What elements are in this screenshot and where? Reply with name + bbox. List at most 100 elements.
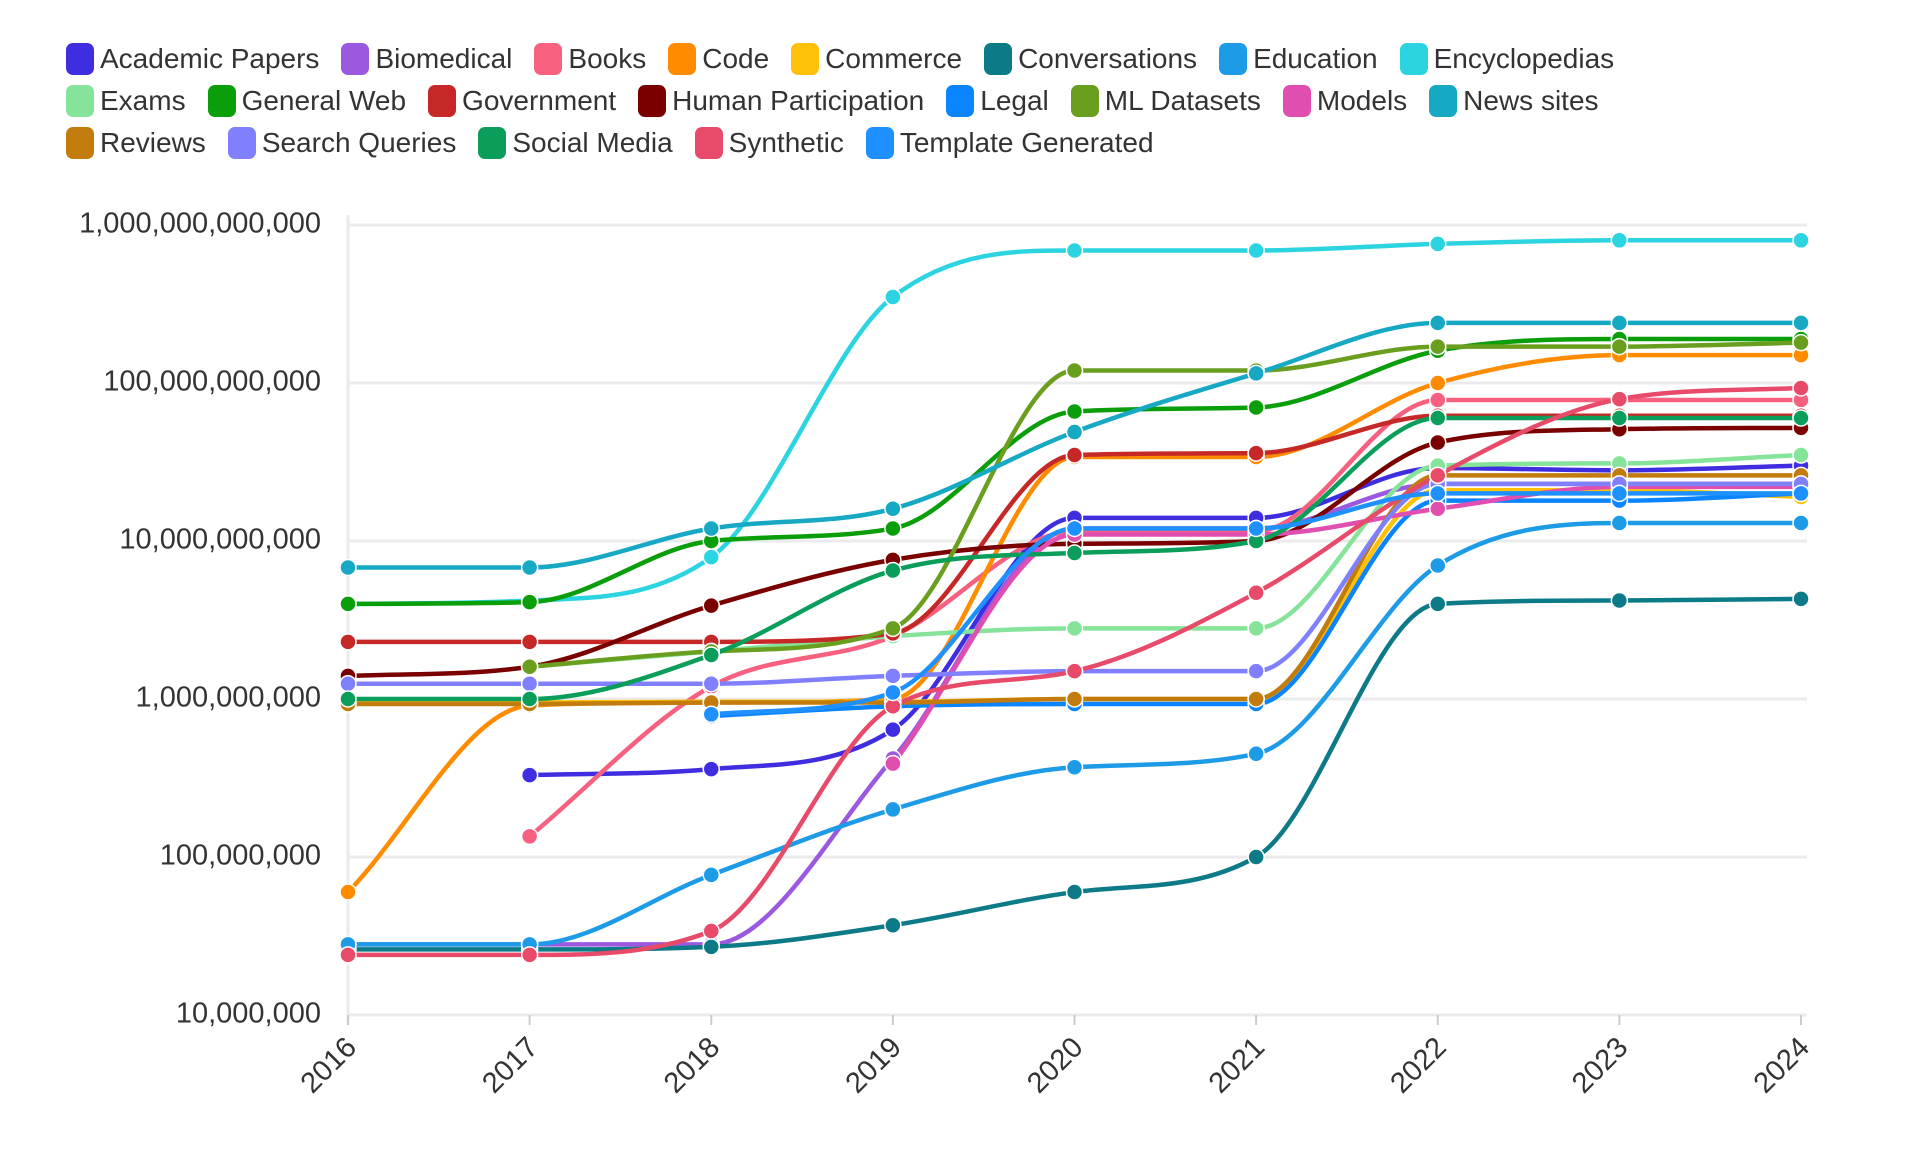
legend-item[interactable]: Synthetic — [694, 127, 844, 159]
data-point — [702, 705, 720, 724]
legend-item[interactable]: Search Queries — [227, 127, 456, 159]
data-point — [1065, 690, 1084, 708]
data-point — [339, 946, 357, 964]
legend-swatch — [66, 43, 94, 75]
legend-swatch — [791, 43, 820, 75]
data-point — [884, 800, 902, 819]
data-point — [1610, 591, 1629, 610]
legend-swatch — [66, 127, 94, 159]
legend-label: ML Datasets — [1104, 85, 1261, 116]
legend-item[interactable]: Social Media — [478, 127, 673, 159]
legend-swatch — [428, 85, 457, 117]
legend-item[interactable]: Models — [1282, 85, 1408, 117]
data-point — [1429, 374, 1447, 392]
data-point — [884, 619, 902, 638]
legend-swatch — [341, 43, 370, 75]
legend-label: Government — [462, 85, 617, 116]
legend-label: Exams — [100, 85, 186, 116]
data-point — [339, 690, 357, 708]
data-point — [884, 720, 902, 739]
legend-label: Reviews — [100, 127, 206, 158]
legend-item[interactable]: Code — [668, 43, 769, 75]
legend-label: Models — [1316, 85, 1408, 116]
data-point — [1065, 423, 1084, 441]
data-point — [884, 683, 902, 702]
data-point — [1792, 314, 1810, 332]
data-point — [520, 633, 539, 651]
legend-label: Code — [702, 43, 770, 74]
plot-area — [339, 231, 1810, 964]
data-point — [1610, 390, 1629, 408]
legend-swatch — [1429, 85, 1458, 117]
legend-item[interactable]: Biomedical — [341, 43, 512, 75]
data-point — [1429, 337, 1447, 356]
data-point — [1429, 314, 1447, 332]
legend-label: Synthetic — [728, 127, 844, 158]
data-point — [1429, 499, 1447, 518]
data-point — [702, 674, 720, 693]
legend-item[interactable]: Reviews — [66, 127, 206, 159]
series-line — [891, 484, 1801, 766]
legend-swatch — [207, 85, 236, 117]
legend-item[interactable]: Government — [428, 85, 616, 117]
data-point — [884, 499, 902, 518]
series-line — [348, 520, 1801, 947]
data-point — [1065, 402, 1084, 421]
data-point — [702, 596, 720, 615]
data-point — [1610, 484, 1629, 503]
data-point — [1065, 758, 1084, 776]
data-point — [1429, 235, 1447, 253]
data-point — [1429, 556, 1447, 575]
legend-item[interactable]: Education — [1219, 43, 1378, 75]
x-tick-label: 2016 — [295, 1031, 363, 1099]
data-point — [339, 633, 357, 651]
legend-item[interactable]: News sites — [1429, 85, 1599, 117]
y-tick-label: 1,000,000,000 — [136, 682, 321, 714]
legend-swatch — [478, 127, 507, 159]
legend-label: Legal — [980, 85, 1049, 116]
y-tick-label: 10,000,000 — [176, 998, 321, 1030]
data-point — [1792, 484, 1810, 503]
data-point — [1247, 444, 1265, 462]
data-point — [884, 288, 902, 306]
legend-swatch — [1219, 43, 1248, 75]
legend-item[interactable]: Encyclopedias — [1399, 43, 1614, 75]
legend-item[interactable]: Commerce — [791, 43, 962, 75]
legend-item[interactable]: Template Generated — [865, 127, 1154, 159]
legend-item[interactable]: ML Datasets — [1070, 85, 1261, 117]
legend-swatch — [668, 43, 697, 75]
data-point — [702, 646, 720, 664]
legend-swatch — [534, 43, 563, 75]
data-point — [1065, 361, 1084, 380]
legend-item[interactable]: Exams — [66, 85, 186, 117]
legend-item[interactable]: Academic Papers — [66, 43, 319, 75]
data-point — [1792, 379, 1810, 397]
y-tick-label: 100,000,000,000 — [103, 366, 321, 398]
data-point — [520, 827, 539, 846]
legend-item[interactable]: Legal — [946, 85, 1049, 117]
data-point — [1065, 446, 1084, 464]
legend-item[interactable]: Books — [534, 43, 646, 75]
legend-item[interactable]: General Web — [207, 85, 407, 117]
legend-swatch — [66, 85, 94, 117]
legend-item[interactable]: Conversations — [984, 43, 1197, 75]
data-point — [1247, 398, 1265, 417]
legend-label: News sites — [1463, 85, 1599, 116]
data-point — [1247, 519, 1265, 538]
data-point — [520, 690, 539, 708]
data-point — [702, 938, 720, 956]
data-point — [884, 667, 902, 685]
data-point — [520, 946, 539, 964]
x-tick-label: 2017 — [476, 1031, 544, 1099]
data-point — [1247, 584, 1265, 602]
legend-swatch — [694, 127, 723, 159]
legend-swatch — [1399, 43, 1428, 75]
series-line — [529, 340, 1802, 669]
y-tick-label: 1,000,000,000,000 — [79, 208, 321, 240]
legend-row: Exams General Web Government Human Particip… — [66, 80, 1866, 122]
data-point — [884, 519, 902, 538]
legend-item[interactable]: Human Participation — [638, 85, 924, 117]
legend-label: General Web — [241, 85, 407, 116]
data-point — [702, 922, 720, 940]
series-line — [348, 481, 1801, 686]
